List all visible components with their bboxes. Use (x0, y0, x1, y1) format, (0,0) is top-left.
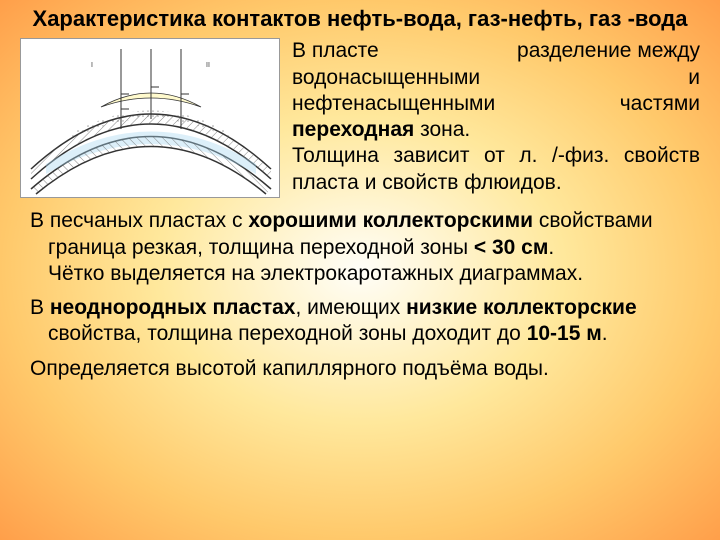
page-title: Характеристика контактов нефть-вода, газ… (0, 0, 720, 34)
txt: Чётко выделяется на электрокаротажных ди… (48, 262, 583, 285)
txt-bold: хорошими коллекторскими (248, 209, 533, 232)
txt: и (688, 65, 700, 91)
paragraph-3: Определяется высотой капиллярного подъём… (30, 356, 690, 382)
svg-text:II: II (206, 62, 210, 69)
svg-text:I: I (91, 62, 93, 69)
top-paragraph: В пласте разделение между водонасыщенным… (292, 38, 700, 198)
txt: . (548, 236, 554, 259)
txt: , имеющих (295, 296, 406, 319)
txt-bold: неоднородных пластах (50, 296, 296, 319)
txt: водонасыщенными (292, 65, 480, 91)
txt-bold: 10-15 м (527, 322, 602, 345)
top-section: I II В пласте разделение между водонасыщ… (0, 38, 720, 198)
txt-bold: < 30 см (474, 236, 549, 259)
txt: нефтенасыщенными (292, 91, 495, 117)
txt: Толщина зависит от л. /-физ. свойств пла… (292, 143, 700, 196)
txt: . (602, 322, 608, 345)
paragraph-2: В неоднородных пластах, имеющих низкие к… (30, 295, 690, 348)
txt: В песчаных пластах с (30, 209, 248, 232)
reservoir-diagram: I II (20, 38, 280, 198)
txt: разделение между (517, 38, 700, 64)
txt: свойства, толщина переходной зоны доходи… (48, 322, 527, 345)
txt: В пласте (292, 38, 379, 64)
txt-bold: переходная (292, 118, 414, 141)
body-text: В песчаных пластах с хорошими коллекторс… (0, 198, 720, 382)
txt: В (30, 296, 50, 319)
txt: частями (620, 91, 700, 117)
txt: зона. (414, 118, 470, 141)
paragraph-1: В песчаных пластах с хорошими коллекторс… (30, 208, 690, 287)
txt-bold: низкие коллекторские (406, 296, 637, 319)
